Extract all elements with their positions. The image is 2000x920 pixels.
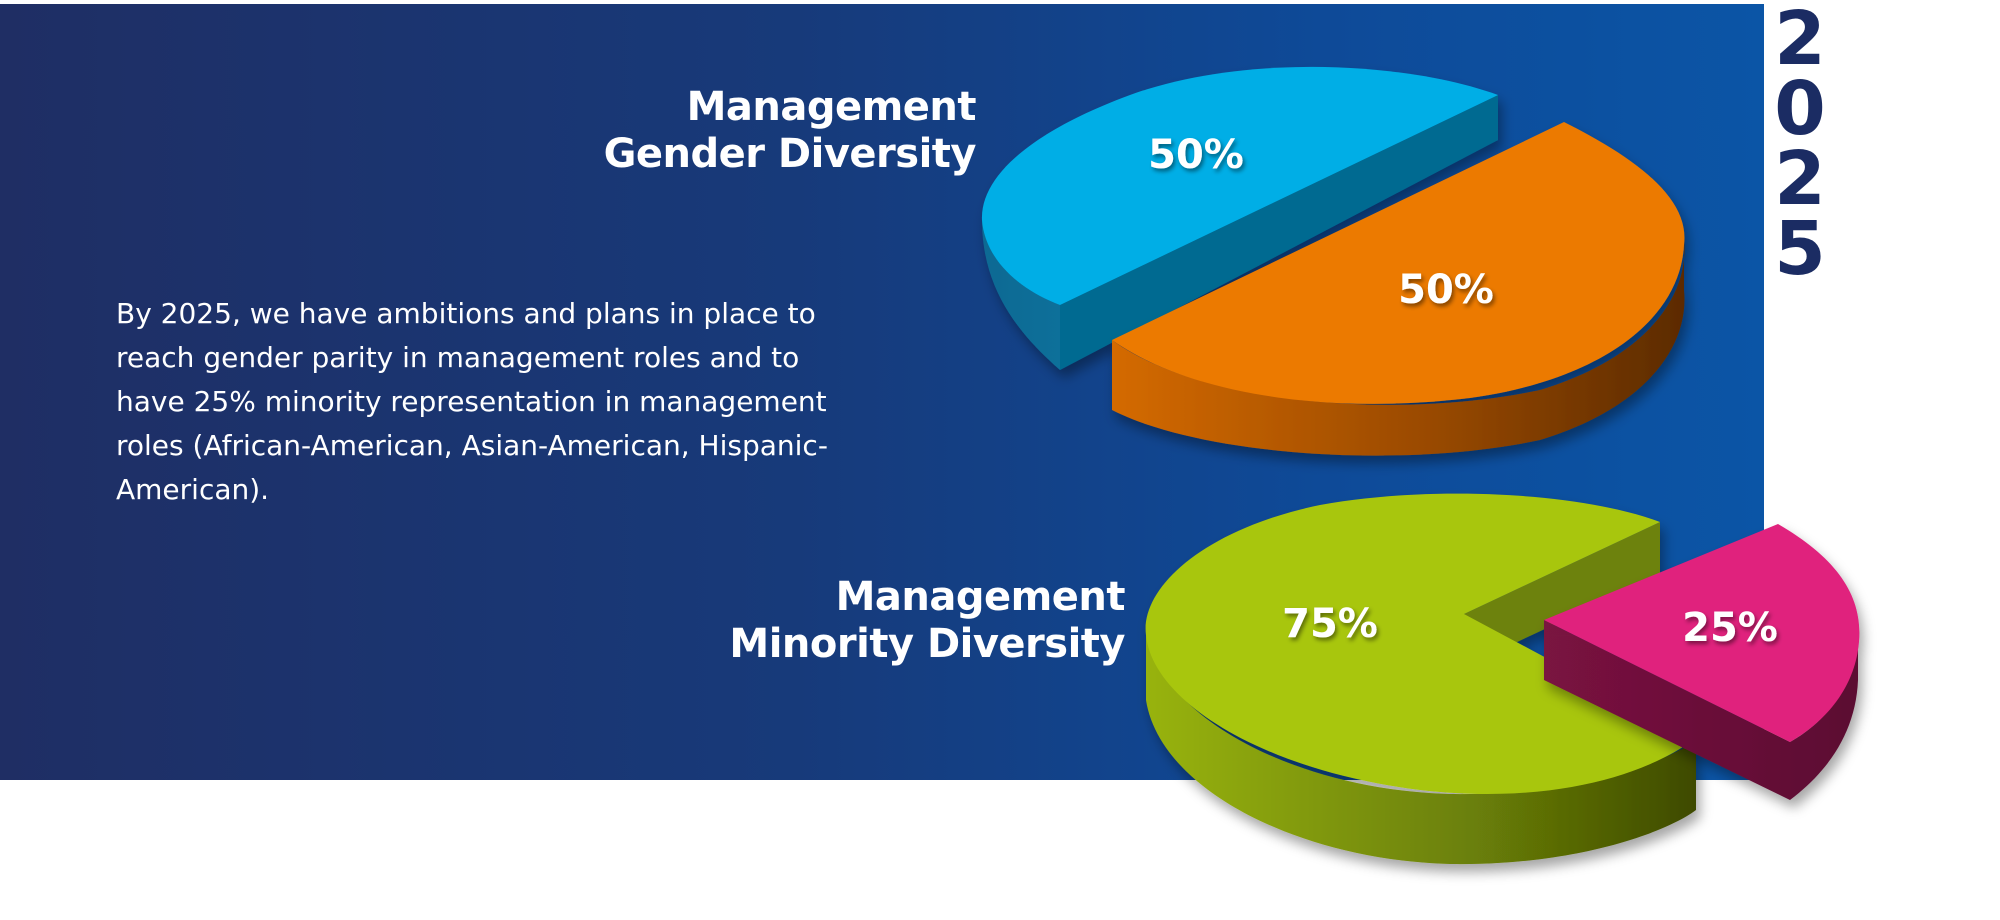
- minority-slice-1: [1145, 493, 1696, 865]
- minority-slice-1-side: [1146, 630, 1696, 865]
- gender-title-line-1: Management: [686, 84, 977, 130]
- minority-slice-1-cut: [1464, 522, 1660, 650]
- gender-slice-1-label: 50%: [1148, 132, 1244, 178]
- gender-slice-2-label: 50%: [1398, 267, 1494, 313]
- minority-slice-1-top: [1145, 493, 1696, 795]
- year-digit: 2: [1774, 0, 1826, 82]
- gender-slice-2-top: [1112, 122, 1685, 404]
- gender-slice-1-top: [981, 66, 1498, 306]
- minority-slice-2-label: 25%: [1682, 605, 1778, 651]
- gender-slice-1-cut: [1060, 95, 1498, 370]
- minority-slice-2-side: [1544, 620, 1858, 800]
- gender-slice-2-side: [1112, 240, 1685, 456]
- gender-title-line-2: Gender Diversity: [603, 131, 977, 177]
- minority-title-line-1: Management: [835, 574, 1126, 620]
- gender-diversity-title: Management Gender Diversity: [603, 84, 977, 178]
- minority-slice-1-label: 75%: [1282, 601, 1378, 647]
- year-digit: 2: [1774, 136, 1826, 222]
- minority-diversity-title: Management Minority Diversity: [729, 574, 1125, 668]
- minority-slice-2-top: [1544, 524, 1860, 742]
- gender-slice-2: [1112, 122, 1685, 456]
- minority-title-line-2: Minority Diversity: [729, 621, 1125, 667]
- year-digit: 5: [1774, 206, 1826, 292]
- year-digit: 0: [1774, 66, 1826, 152]
- description-text: By 2025, we have ambitions and plans in …: [116, 297, 828, 506]
- gender-slice-1: [981, 66, 1498, 370]
- year-vertical: 2 0 2 5: [1756, 0, 1844, 292]
- minority-slice-2: [1544, 524, 1860, 800]
